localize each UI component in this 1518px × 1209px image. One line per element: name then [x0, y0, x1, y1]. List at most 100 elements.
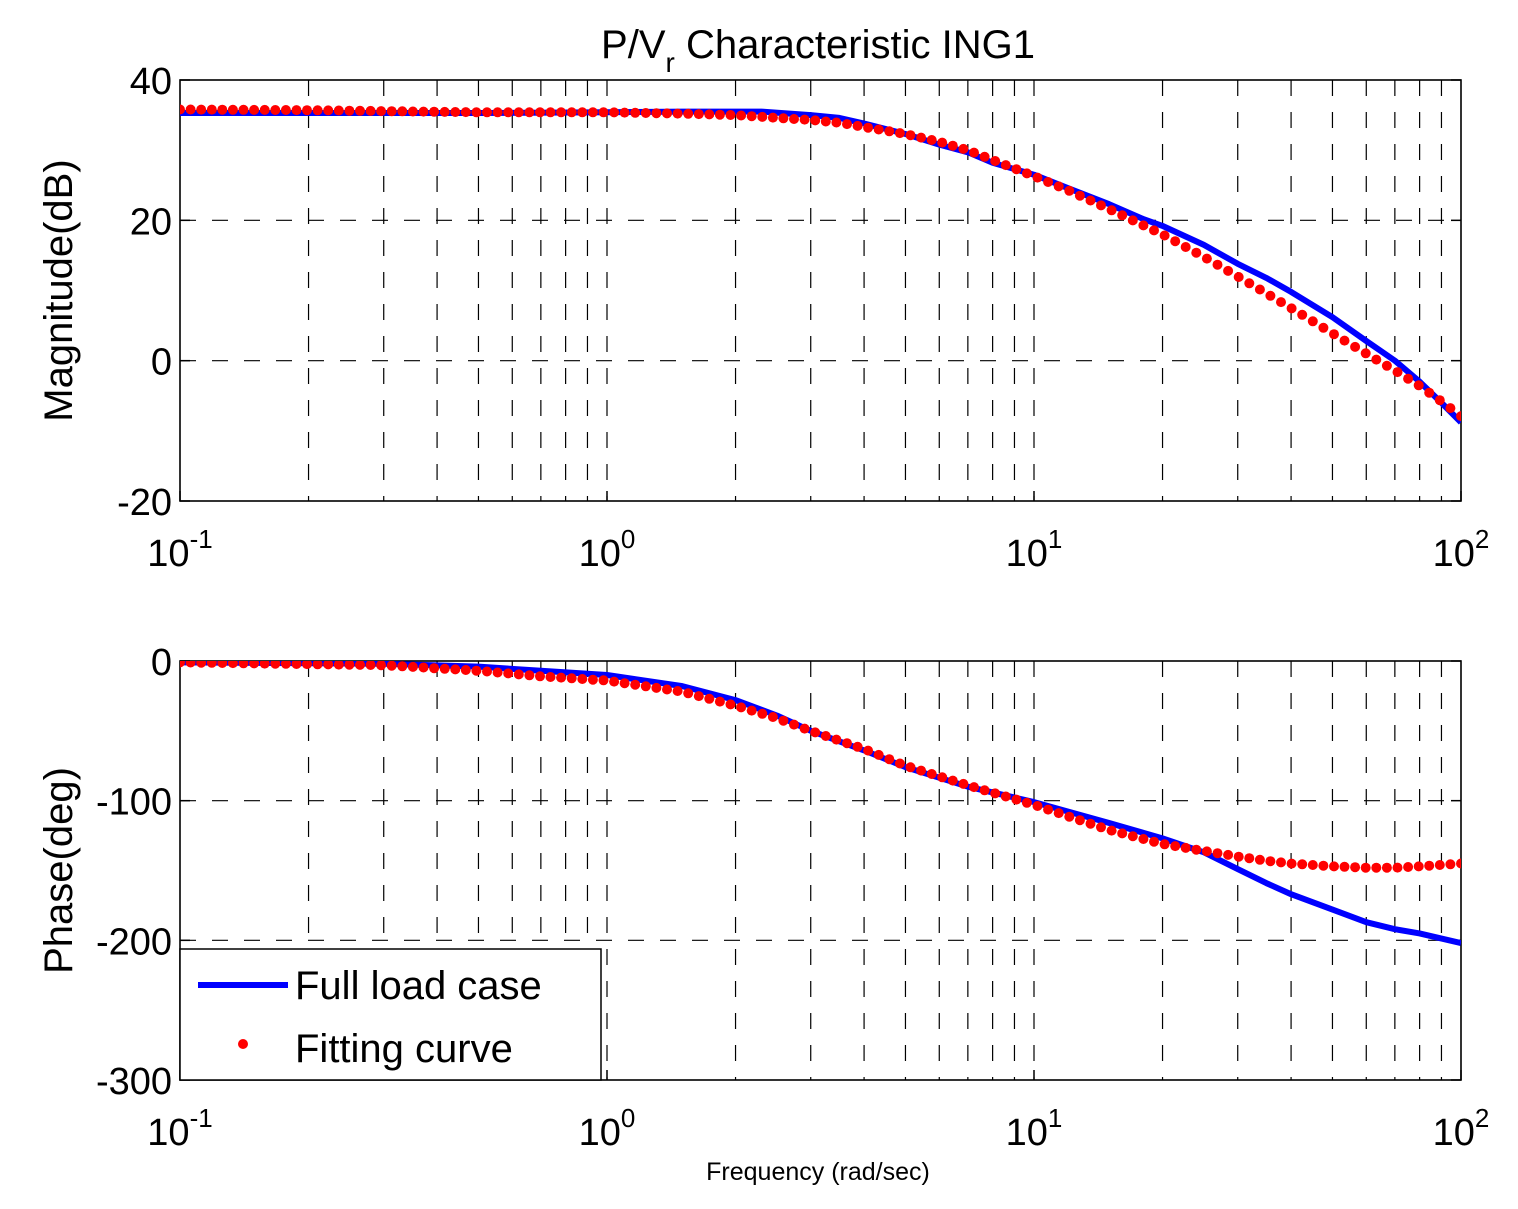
series-point-fitting-curve	[323, 661, 334, 670]
legend-entry-label: Fitting curve	[295, 1027, 513, 1071]
series-point-fitting-curve	[778, 113, 789, 124]
series-point-fitting-curve	[1424, 860, 1435, 871]
series-point-fitting-curve	[1021, 168, 1032, 179]
series-point-fitting-curve	[937, 137, 948, 148]
y-tick-label: -200	[96, 921, 172, 963]
series-point-fitting-curve	[1381, 360, 1392, 371]
series-line-full-load	[180, 661, 1461, 947]
series-point-fitting-curve	[1180, 242, 1191, 252]
series-point-fitting-curve	[958, 778, 969, 789]
series-point-fitting-curve	[259, 104, 270, 115]
series-point-fitting-curve	[1117, 828, 1128, 839]
series-point-fitting-curve	[937, 772, 948, 783]
series-point-fitting-curve	[662, 108, 672, 119]
series-point-fitting-curve	[1074, 815, 1085, 826]
legend: Full load case Fitting curve	[179, 948, 602, 1081]
series-point-fitting-curve	[799, 114, 810, 125]
y-axis-label: Magnitude(dB)	[37, 159, 81, 421]
x-tick-label: 10-1	[147, 524, 212, 575]
legend-box	[179, 948, 602, 1081]
series-point-fitting-curve	[714, 696, 725, 707]
series-point-fitting-curve	[746, 111, 757, 122]
series-point-fitting-curve	[429, 663, 440, 674]
series-point-fitting-curve	[1307, 860, 1318, 870]
series-point-fitting-curve	[619, 107, 630, 118]
series-point-fitting-curve	[1360, 348, 1371, 359]
series-point-fitting-curve	[1445, 403, 1456, 414]
series-point-fitting-curve	[1297, 859, 1308, 870]
series-point-fitting-curve	[979, 151, 990, 162]
x-tick-label: 100	[579, 1103, 636, 1154]
series-point-fitting-curve	[693, 109, 704, 120]
series-point-fitting-curve	[640, 108, 651, 118]
series-point-fitting-curve	[1381, 862, 1392, 873]
series-point-fitting-curve	[1085, 818, 1096, 829]
series-point-fitting-curve	[1011, 164, 1022, 175]
series-point-fitting-curve	[1149, 836, 1159, 847]
series-point-fitting-curve	[1191, 844, 1202, 855]
series-point-fitting-curve	[227, 661, 238, 669]
series-point-fitting-curve	[503, 107, 514, 118]
title-main: P/V	[601, 23, 666, 67]
series-point-fitting-curve	[323, 105, 334, 116]
series-point-fitting-curve	[1403, 373, 1414, 384]
legend-entry-label: Full load case	[295, 964, 542, 1008]
series-point-fitting-curve	[736, 110, 747, 121]
series-point-fitting-curve	[1096, 200, 1106, 211]
series-point-fitting-curve	[842, 738, 852, 749]
series-point-fitting-curve	[1053, 808, 1064, 819]
series-point-fitting-curve	[217, 661, 228, 668]
series-point-fitting-curve	[916, 132, 927, 143]
series-point-fitting-curve	[386, 661, 397, 671]
series-point-fitting-curve	[1445, 859, 1456, 870]
series-point-fitting-curve	[598, 675, 609, 686]
series-point-fitting-curve	[725, 699, 736, 710]
series-point-fitting-curve	[535, 671, 545, 682]
series-point-fitting-curve	[1265, 856, 1276, 867]
series-point-fitting-curve	[810, 727, 821, 738]
series-point-fitting-curve	[270, 105, 281, 115]
x-tick-label: 10-1	[147, 1103, 212, 1154]
series-point-fitting-curve	[1286, 858, 1297, 869]
series-point-fitting-curve	[196, 104, 207, 115]
series-point-fitting-curve	[1180, 842, 1191, 853]
series-point-fitting-curve	[1413, 861, 1424, 872]
series-point-fitting-curve	[630, 107, 641, 118]
series-point-fitting-curve	[439, 106, 450, 117]
series-point-fitting-curve	[418, 662, 429, 673]
series-point-fitting-curve	[1286, 303, 1297, 314]
title-subscript: r	[666, 47, 675, 78]
series-point-fitting-curve	[587, 674, 598, 685]
series-point-fitting-curve	[1064, 811, 1075, 822]
series-point-fitting-curve	[460, 665, 471, 675]
x-tick-label: 100	[579, 524, 636, 575]
series-point-fitting-curve	[545, 107, 556, 118]
series-point-fitting-curve	[736, 702, 747, 713]
series-point-fitting-curve	[810, 115, 821, 126]
series-point-fitting-curve	[1329, 861, 1339, 872]
series-point-fitting-curve	[598, 107, 609, 118]
series-point-fitting-curve	[704, 109, 715, 120]
series-point-fitting-curve	[884, 126, 895, 137]
series-point-fitting-curve	[672, 686, 683, 696]
plot-area	[180, 104, 1461, 425]
series-point-fitting-curve	[990, 156, 1001, 166]
series-point-fitting-curve	[831, 117, 842, 128]
series-point-fitting-curve	[1011, 794, 1022, 805]
series-point-fitting-curve	[1318, 322, 1329, 333]
title-rest: Characteristic ING1	[675, 23, 1035, 67]
series-point-fitting-curve	[852, 120, 863, 131]
y-tick-label: -100	[96, 782, 172, 824]
series-point-fitting-curve	[397, 661, 408, 672]
series-point-fitting-curve	[926, 135, 937, 145]
series-point-fitting-curve	[704, 693, 715, 704]
x-tick-label: 101	[1006, 1103, 1063, 1154]
series-point-fitting-curve	[672, 108, 683, 119]
series-point-fitting-curve	[587, 107, 598, 118]
series-point-fitting-curve	[1138, 834, 1149, 844]
series-point-fitting-curve	[450, 107, 461, 117]
series-point-fitting-curve	[259, 661, 270, 669]
series-point-fitting-curve	[1170, 236, 1181, 247]
series-point-fitting-curve	[386, 106, 397, 117]
series-point-fitting-curve	[1244, 278, 1255, 289]
